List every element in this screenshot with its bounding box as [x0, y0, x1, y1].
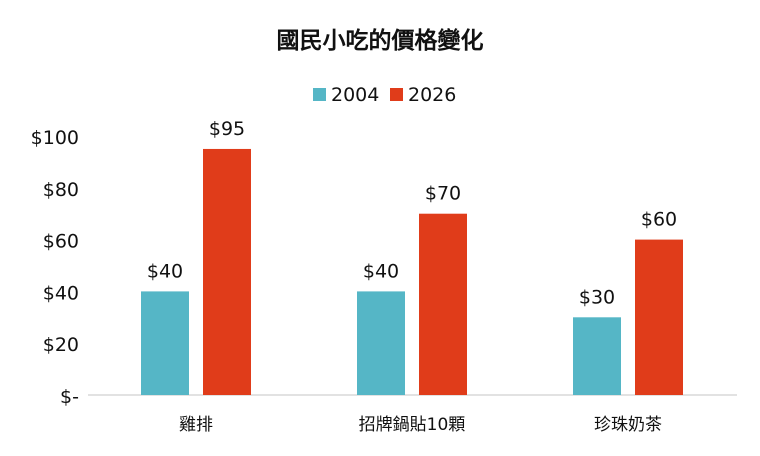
legend: 2004 2026 [313, 84, 456, 106]
y-tick-label: $60 [43, 231, 79, 253]
bars: $40 $95 $40 $70 $30 $60 [141, 118, 683, 395]
x-tick-label: 珍珠奶茶 [594, 415, 662, 435]
y-tick-label: $40 [43, 282, 79, 304]
y-axis: $- $20 $40 $60 $80 $100 [31, 127, 79, 408]
x-tick-label: 招牌鍋貼10顆 [359, 415, 466, 435]
bar-2004-2 [573, 317, 621, 395]
data-label: $95 [209, 118, 245, 140]
bar-2026-2 [635, 239, 683, 395]
y-tick-label: $20 [43, 334, 79, 356]
bar-2004-0 [141, 291, 189, 395]
data-label: $30 [579, 286, 615, 308]
data-label: $40 [147, 260, 183, 282]
x-axis: 雞排 招牌鍋貼10顆 珍珠奶茶 [179, 415, 662, 435]
bar-2026-1 [419, 213, 467, 395]
y-tick-label: $100 [31, 127, 79, 149]
y-tick-label: $- [60, 386, 79, 408]
y-tick-label: $80 [43, 179, 79, 201]
data-label: $70 [425, 183, 461, 205]
data-label: $60 [641, 209, 677, 231]
bar-2004-1 [357, 291, 405, 395]
legend-swatch-2004 [313, 88, 326, 101]
legend-label-2004: 2004 [331, 84, 379, 106]
x-tick-label: 雞排 [179, 415, 213, 435]
legend-swatch-2026 [390, 88, 403, 101]
legend-label-2026: 2026 [408, 84, 456, 106]
data-label: $40 [363, 260, 399, 282]
bar-2026-0 [203, 148, 251, 395]
chart-title: 國民小吃的價格變化 [277, 27, 484, 54]
